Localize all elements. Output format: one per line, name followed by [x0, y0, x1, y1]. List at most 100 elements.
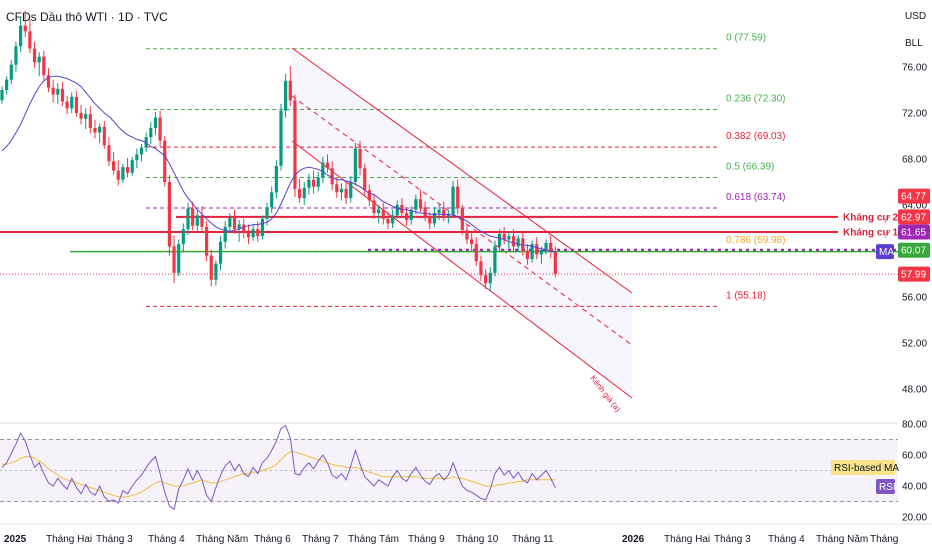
candle-body	[56, 88, 60, 95]
ma-layer	[1, 75, 556, 253]
candle-body	[84, 114, 88, 119]
candle-body	[353, 148, 357, 182]
candle-body	[377, 209, 381, 214]
candle-body	[251, 229, 255, 238]
candle-body	[265, 207, 269, 219]
time-tick-label: Tháng 7	[302, 534, 339, 545]
price-badge-label: 60.07	[901, 246, 926, 257]
candle-body	[409, 209, 413, 220]
rsi-pane[interactable]: RSI-based MA RSI	[0, 422, 899, 511]
rsi-tag-bg	[876, 479, 895, 494]
rsi-tick-label: 60.00	[902, 451, 927, 462]
candle-body	[46, 75, 51, 88]
candle-body	[0, 90, 4, 101]
time-tick-label: Tháng 10	[456, 534, 499, 545]
candle-body	[70, 96, 74, 109]
candle-body	[293, 100, 297, 189]
time-tick-label: Tháng Tám	[348, 534, 399, 545]
candle-body	[195, 215, 199, 226]
price-badges-layer: 64.77 62.97 61.65 60.07 MA 57.99	[876, 188, 930, 282]
price-badge-label: 61.65	[901, 228, 926, 239]
candle-body	[205, 226, 209, 256]
candle-body	[428, 216, 432, 224]
candle-body	[65, 101, 69, 109]
candle-body	[395, 205, 399, 216]
candle-body	[391, 215, 395, 224]
candle-body	[502, 233, 506, 240]
candle-body	[497, 233, 502, 247]
candle-body	[130, 160, 134, 173]
price-tick-label: 64.00	[902, 201, 927, 212]
rsi-ma-tag-label: RSI-based MA	[834, 463, 899, 474]
candle-body	[465, 230, 469, 240]
candle-body	[479, 261, 483, 276]
candle-body	[470, 239, 474, 245]
price-badge-bg	[898, 266, 930, 282]
candle-body	[14, 46, 18, 65]
candle-body	[177, 244, 181, 273]
candle-body	[167, 182, 171, 247]
price-badge-bg	[898, 224, 930, 240]
candle-body	[223, 226, 227, 242]
candle-body	[325, 162, 330, 169]
candle-body	[321, 162, 325, 178]
candle-body	[358, 148, 362, 169]
candle-body	[535, 244, 539, 255]
candle-body	[125, 167, 130, 173]
candle-body	[191, 208, 195, 226]
candle-body	[218, 241, 223, 264]
fibonacci-layer[interactable]: 0 (77.59) 0.236 (72.30) 0.382 (69.03) 0.5 (…	[146, 33, 786, 307]
candle-body	[488, 272, 492, 284]
candle-body	[516, 238, 520, 247]
candle-body	[344, 188, 348, 199]
candle-body	[284, 80, 288, 111]
fib-level-label: 1 (55.18)	[726, 290, 766, 301]
price-tick-label: 48.00	[902, 385, 927, 396]
candle-body	[274, 165, 278, 193]
candle-body	[553, 252, 557, 274]
candle-body	[237, 224, 241, 230]
candle-body	[256, 229, 260, 237]
candle-body	[172, 246, 176, 273]
time-tick-label: Tháng 4	[148, 534, 185, 545]
candle-body	[214, 263, 218, 280]
time-tick-label: 2025	[4, 534, 27, 545]
candle-body	[400, 205, 404, 214]
candle-body	[511, 236, 516, 247]
price-tick-label: 72.00	[902, 109, 927, 120]
time-tick-label: 2026	[622, 534, 645, 545]
candle-body	[279, 110, 283, 166]
currency-label: USD	[905, 11, 927, 22]
candle-body	[37, 56, 41, 63]
candle-body	[530, 244, 534, 260]
candle-body	[539, 249, 543, 255]
candle-body	[163, 140, 167, 182]
price-badge-label: MA	[879, 247, 894, 258]
candle-body	[363, 168, 367, 191]
fib-level-label: 0.618 (63.74)	[726, 192, 786, 203]
candle-body	[149, 127, 153, 138]
price-badge-bg	[898, 188, 930, 204]
candle-body	[79, 113, 83, 119]
candles-layer	[0, 10, 557, 292]
candle-body	[437, 209, 441, 214]
fib-level-label: 0.786 (59.98)	[726, 235, 786, 246]
candle-body	[525, 251, 530, 260]
candle-body	[242, 224, 246, 233]
candle-body	[5, 79, 9, 90]
candle-body	[311, 179, 316, 187]
candle-body	[42, 56, 46, 76]
price-tick-label: 56.00	[902, 293, 927, 304]
candle-body	[414, 199, 418, 210]
candle-body	[139, 147, 144, 155]
candle-body	[442, 209, 446, 218]
rsi-tick-label: 20.00	[902, 513, 927, 524]
price-tick-label: 76.00	[902, 63, 927, 74]
candle-body	[451, 186, 455, 215]
candle-body	[228, 217, 232, 227]
candle-body	[19, 25, 23, 47]
candle-body	[339, 188, 344, 193]
candle-body	[307, 179, 311, 188]
candle-body	[74, 96, 78, 113]
